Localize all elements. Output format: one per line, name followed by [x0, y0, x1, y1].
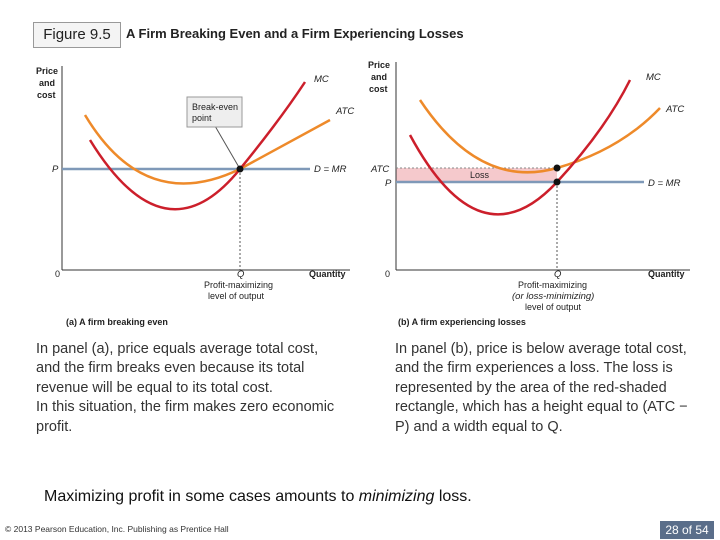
panel-a-callout-leader	[214, 125, 241, 170]
panel-a-subtitle: (a) A firm breaking even	[66, 317, 168, 327]
page-number-badge: 28 of 54	[660, 521, 714, 539]
panel-a-mc-curve	[88, 81, 307, 211]
panel-a-y-label-1: Price	[36, 66, 58, 76]
panel-a-callout-text-1: Break-even	[192, 102, 238, 112]
panel-a-q-desc-1: Profit-maximizing	[204, 280, 273, 290]
panel-a-mc-label: MC	[314, 74, 329, 85]
panel-b-mc-curve	[408, 79, 632, 216]
panel-b-atc-point	[553, 164, 561, 172]
panel-a-callout-text-2: point	[192, 113, 212, 123]
panel-a-y-label-2: and	[39, 78, 55, 88]
panel-b-origin: 0	[385, 269, 390, 279]
panel-a-atc-label: ATC	[335, 106, 354, 117]
panel-b-mc-label: MC	[646, 72, 661, 83]
bottom-note-suffix: loss.	[434, 488, 472, 505]
copyright-notice: © 2013 Pearson Education, Inc. Publishin…	[5, 524, 229, 534]
panel-a-caption-para-1: In panel (a), price equals average total…	[36, 341, 319, 396]
panel-a-q-label: Q	[237, 269, 245, 280]
panel-a-callout-box	[186, 96, 243, 128]
panel-a-break-even-point	[236, 165, 244, 173]
panel-a-caption-para-2: In this situation, the firm makes zero e…	[36, 399, 335, 435]
panel-b-y-label-2: and	[371, 72, 387, 82]
panel-a-atc-curve	[83, 114, 331, 185]
panel-b-q-label: Q	[554, 269, 562, 280]
panel-b-atc-curve	[418, 99, 661, 174]
panel-b-caption: In panel (b), price is below average tot…	[395, 341, 688, 435]
panel-a-demand-label: D = MR	[314, 164, 347, 175]
panel-b-q-desc-2: (or loss-minimizing)	[512, 291, 594, 302]
panel-b-price-label: P	[385, 178, 392, 189]
panel-b-demand-label: D = MR	[648, 178, 681, 189]
bottom-note-emphasis: minimizing	[358, 488, 435, 505]
panel-a-price-label: P	[52, 164, 59, 175]
bottom-note-prefix: Maximizing profit in some cases amounts …	[44, 488, 359, 505]
panel-a-x-label: Quantity	[309, 269, 346, 279]
panel-b-loss-label: Loss	[470, 170, 490, 180]
panel-b-y-label-1: Price	[368, 60, 390, 70]
panel-b-y-label-3: cost	[369, 84, 388, 94]
bottom-note: Maximizing profit in some cases amounts …	[44, 488, 472, 506]
panel-b-q-desc-1: Profit-maximizing	[518, 280, 587, 290]
panel-b-subtitle: (b) A firm experiencing losses	[398, 317, 526, 327]
panel-b-q-desc-3: level of output	[525, 302, 582, 312]
panel-b-profit-max-point	[553, 178, 561, 186]
panel-a-y-label-3: cost	[37, 90, 56, 100]
panel-a-origin: 0	[55, 269, 60, 279]
panel-a-q-desc-2: level of output	[208, 291, 265, 301]
figure-tag: Figure 9.5	[33, 22, 121, 48]
panel-b-atc-label: ATC	[665, 104, 684, 115]
panel-b-x-label: Quantity	[648, 269, 685, 279]
panel-a-caption: In panel (a), price equals average total…	[36, 340, 336, 437]
figure-title: A Firm Breaking Even and a Firm Experien…	[126, 26, 464, 41]
panel-b-atc-price-label: ATC	[370, 164, 389, 175]
